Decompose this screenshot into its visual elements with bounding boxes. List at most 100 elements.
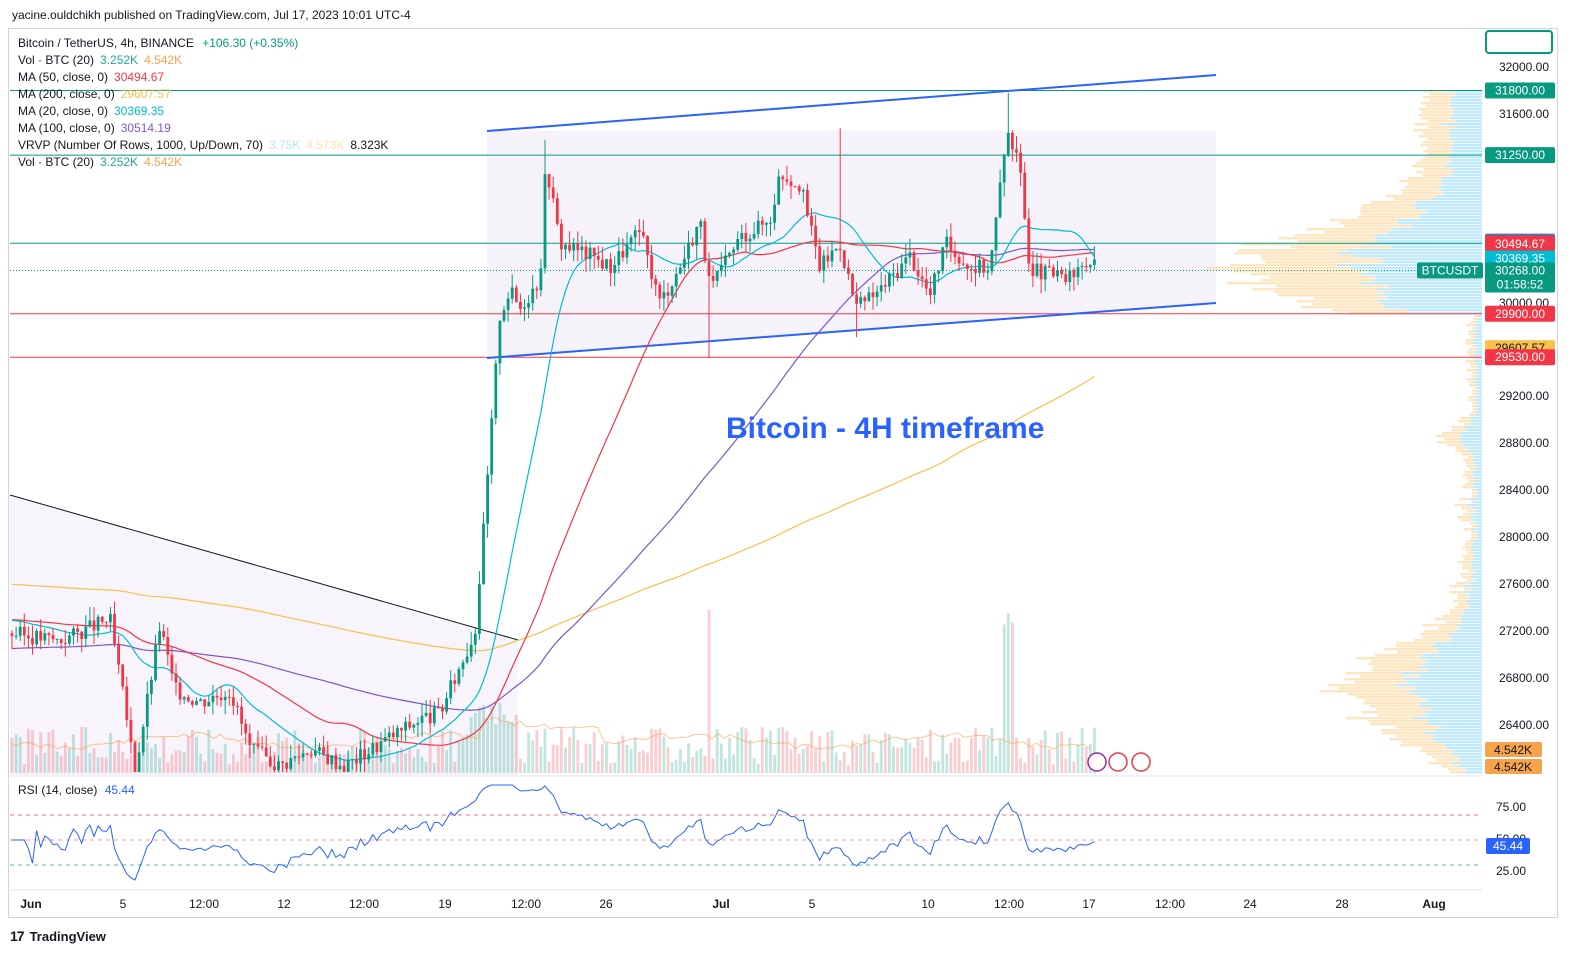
candle-body [162,631,166,637]
candle-body [154,644,157,680]
time-axis-label: 12:00 [189,897,219,911]
candle-body [601,259,604,269]
candle-body [1019,152,1022,173]
price-tag: 29530.00 [1485,349,1555,366]
volume-bar [1011,622,1014,773]
candle-body [104,621,108,623]
candle-body [822,255,826,271]
candle-body [1056,270,1059,277]
volume-bar [453,761,457,773]
volume-bar [867,734,871,773]
legend-row[interactable]: Vol · BTC (20) 3.252K 4.542K [18,154,388,171]
volume-bar [892,746,895,773]
volume-bar [1043,730,1047,773]
volume-bar [1072,761,1076,773]
volume-bar [158,758,161,773]
time-axis-label: Aug [1422,897,1445,911]
time-axis-label: 12:00 [1155,897,1185,911]
chart-frame [8,28,1558,918]
volume-bar [715,729,719,773]
legend-row[interactable]: MA (100, close, 0) 30514.19 [18,120,388,137]
volume-bar [170,754,174,773]
legend-row[interactable]: VRVP (Number Of Rows, 1000, Up/Down, 70)… [18,137,388,154]
volume-bar [826,731,830,773]
volume-bar [588,744,592,773]
legend-symbol-row[interactable]: Bitcoin / TetherUS, 4h, BINANCE +106.30 … [18,35,388,52]
price-tag-bg [1485,349,1555,366]
candle-body [396,727,399,738]
volume-bar [236,761,239,773]
time-axis-label: 12:00 [349,897,379,911]
candle-body [715,271,719,281]
candle-body [965,264,969,269]
volume-bar [924,757,928,773]
candle-body [670,286,674,296]
candle-body [760,220,764,225]
candle-body [642,232,645,236]
candle-body [39,630,43,641]
volume-bar [252,746,256,773]
candle-body [1068,270,1072,283]
legend-row[interactable]: MA (200, close, 0) 29607.57 [18,86,388,103]
price-axis-label: 27200.00 [1499,624,1549,638]
volume-bar [801,748,805,773]
volume-bar [793,737,797,773]
candle-body [1093,259,1096,265]
volume-bar [22,764,26,773]
volume-bar [851,740,854,773]
candle-body [510,287,514,299]
volume-bar [461,737,465,773]
price-scale-button [1485,30,1553,54]
candle-body [88,620,92,627]
volume-bar [121,751,125,773]
candle-body [371,743,375,755]
volume-bar [1064,758,1068,773]
volume-bar [1056,732,1059,773]
price-axis-label: 26400.00 [1499,718,1549,732]
volume-bar [642,750,645,773]
price-tag-label: 31800.00 [1495,84,1545,98]
volume-bar [248,747,252,773]
candle-body [375,743,379,753]
candle-body [1015,149,1018,153]
candle-body [879,285,883,292]
time-axis-label: 28 [1335,897,1349,911]
ma200-line [11,375,1095,652]
legend-row[interactable]: MA (50, close, 0) 30494.67 [18,69,388,86]
volume-bar [683,762,686,773]
volume-bar [601,744,604,773]
candle-body [502,309,506,321]
volume-bar [818,735,822,773]
symbol-tag-bg [1417,262,1483,279]
volume-bar [773,755,776,773]
candle-body [314,750,317,756]
candle-body [248,733,252,746]
volume-bar [412,757,416,773]
candle-body [629,237,633,245]
volume-bar [10,737,14,773]
volume-bar [420,756,424,773]
legend-row[interactable]: Vol · BTC (20) 3.252K 4.542K [18,52,388,69]
volume-bar [1039,739,1043,773]
candle-body [773,204,776,223]
volume-profile [1206,90,1482,774]
candle-body [986,271,990,273]
candle-body [338,765,342,769]
rsi-legend[interactable]: RSI (14, close) 45.44 [18,783,135,797]
legend-row[interactable]: MA (20, close, 0) 30369.35 [18,103,388,120]
channel-upper-line [486,74,1217,132]
volume-bar [797,753,801,773]
candle-body [683,258,686,268]
volume-bar [748,739,752,773]
volume-bar [1060,731,1063,773]
candle-body [596,255,600,260]
legend-row-value: 4.542K [144,155,183,169]
candle-body [801,189,805,192]
footer[interactable]: 17 TradingView [10,928,106,944]
legend-change: +106.30 (+0.35%) [202,36,299,50]
candle-body [473,633,477,645]
candle-body [564,244,567,250]
legend-row-value: 3.75K [269,138,301,152]
volume-bar [84,727,88,773]
